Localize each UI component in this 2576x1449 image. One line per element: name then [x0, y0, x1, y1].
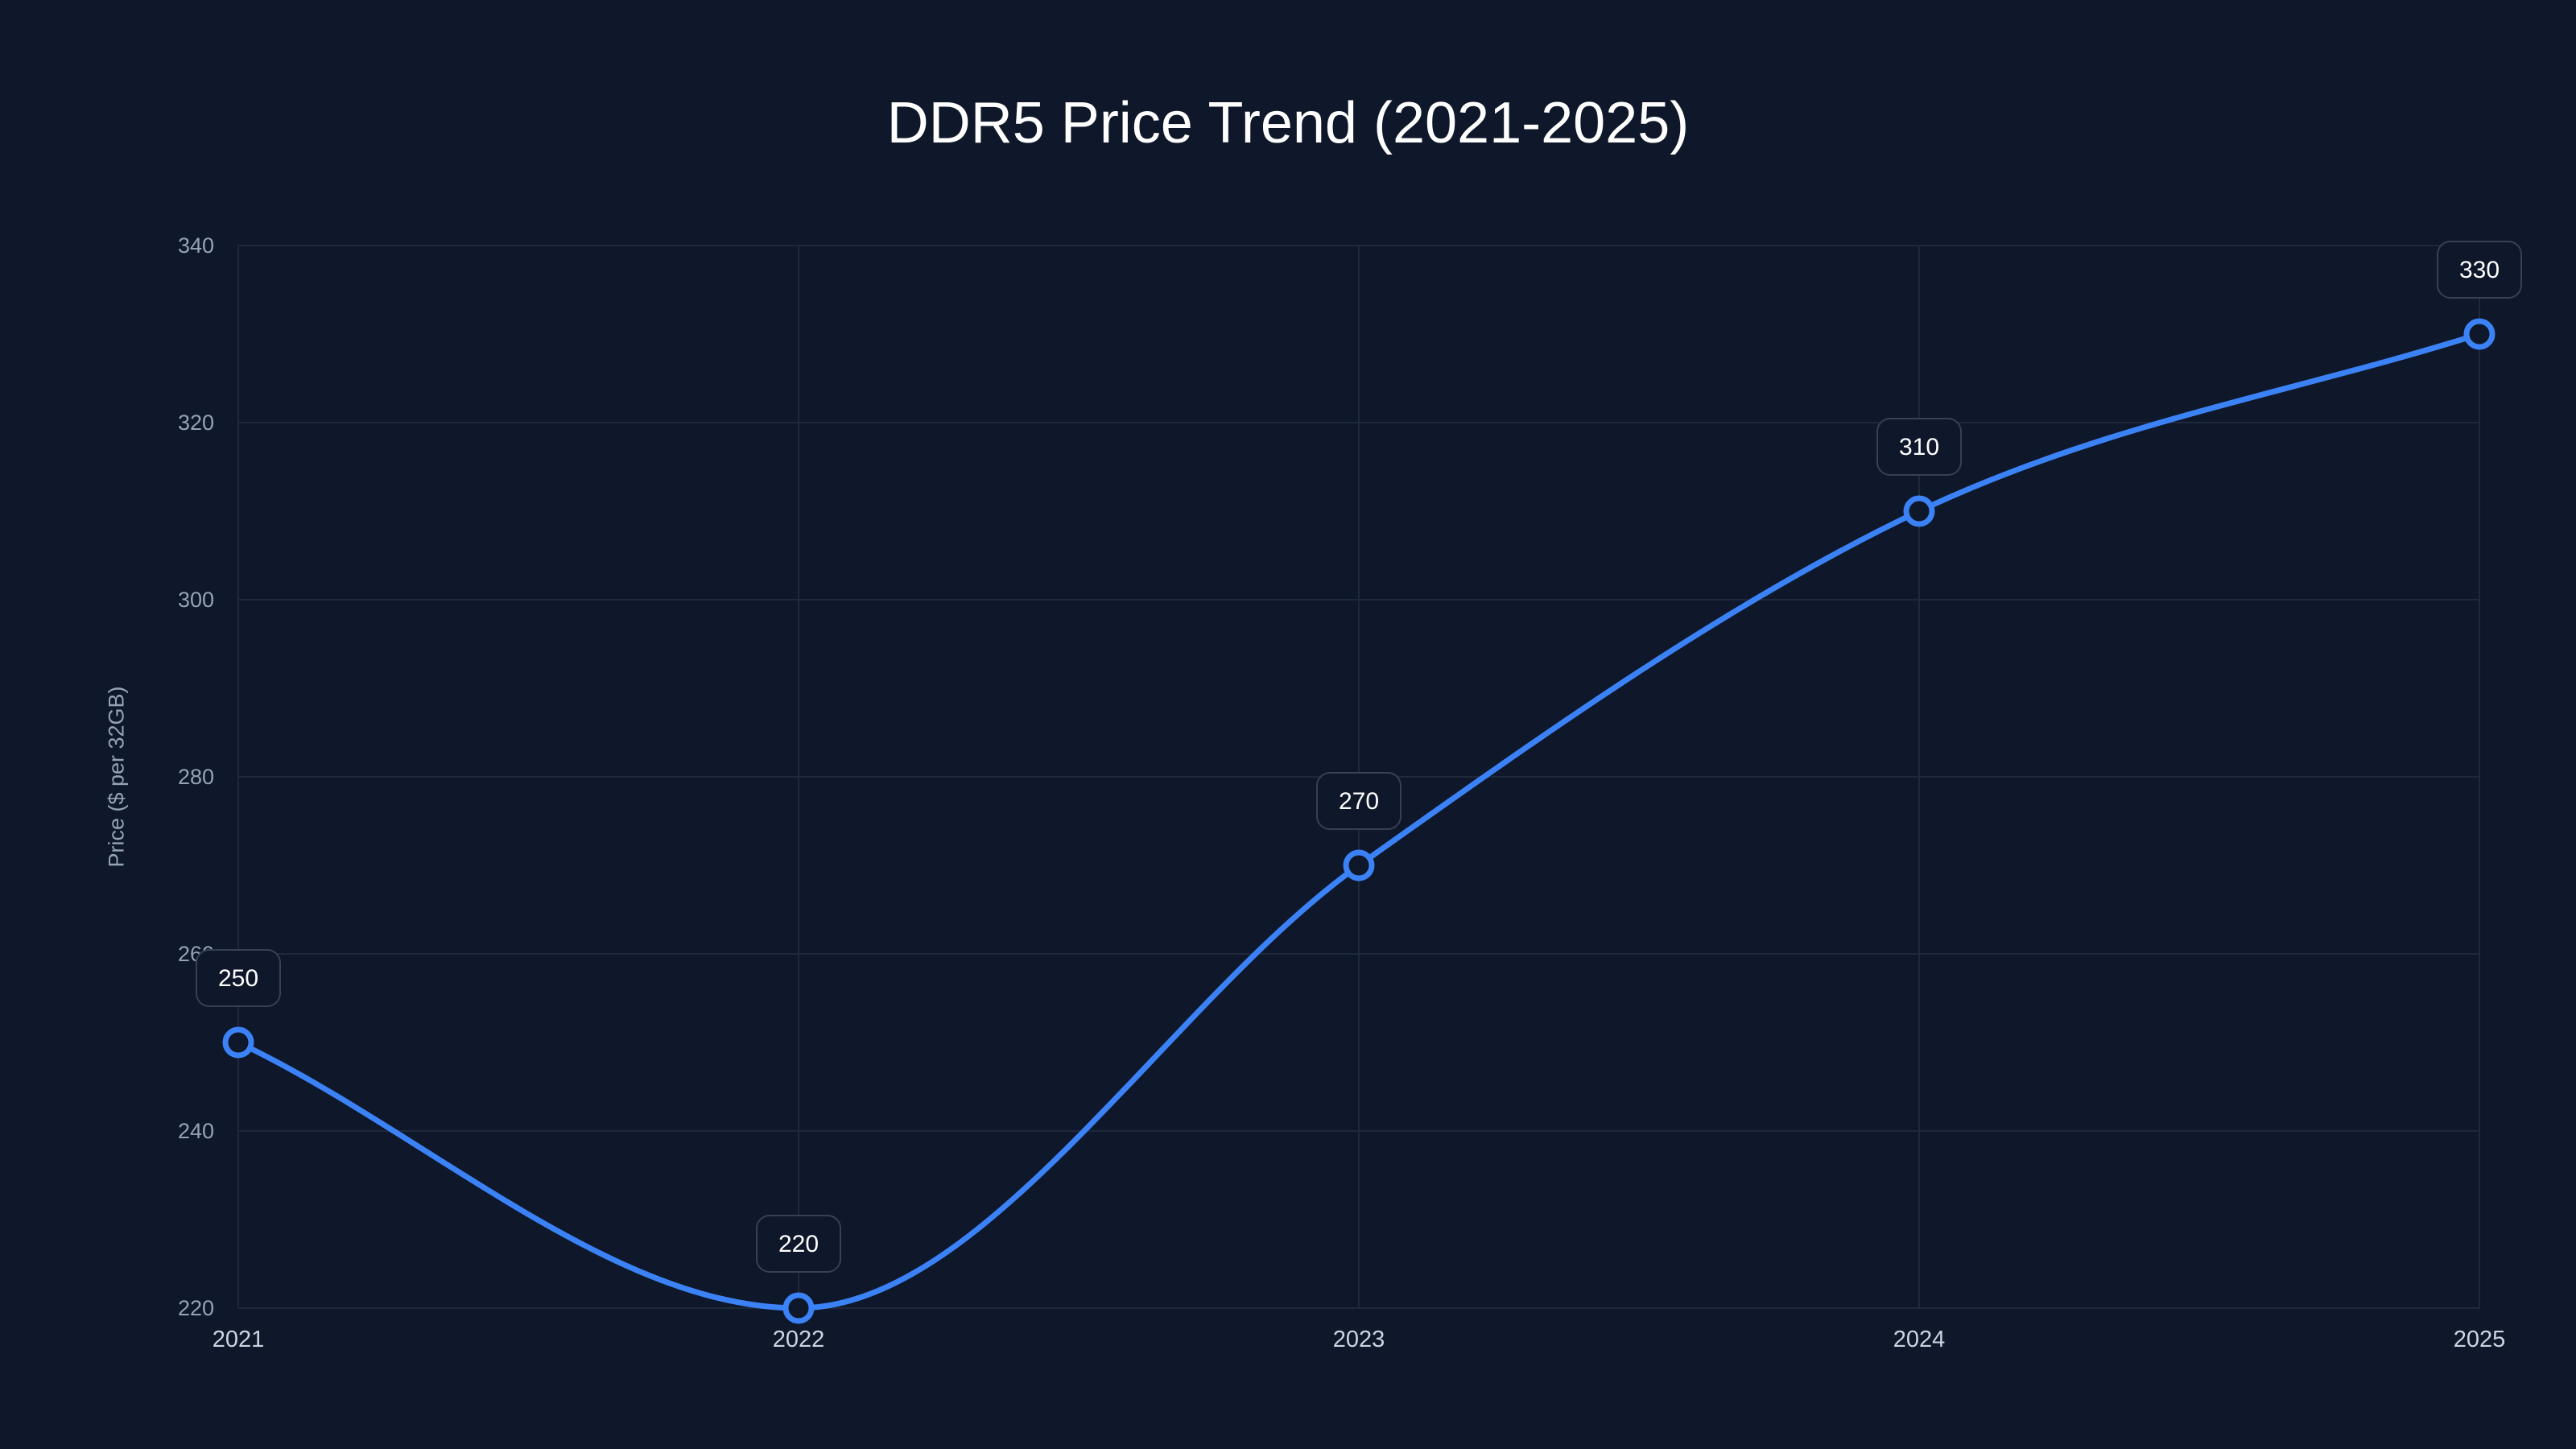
x-tick-label: 2024	[1893, 1327, 1946, 1352]
svg-text:330: 330	[2459, 257, 2500, 283]
data-label: 330	[2437, 241, 2522, 299]
x-tick-label: 2022	[773, 1327, 825, 1352]
data-label: 310	[1876, 418, 1962, 476]
x-tick-label: 2023	[1333, 1327, 1385, 1352]
svg-text:250: 250	[218, 965, 258, 992]
y-tick-label: 320	[178, 411, 214, 435]
data-point-marker[interactable]	[1903, 495, 1935, 527]
data-label: 270	[1316, 772, 1402, 830]
y-tick-label: 280	[178, 765, 214, 789]
svg-text:220: 220	[778, 1231, 819, 1257]
y-tick-label: 240	[178, 1119, 214, 1143]
y-tick-label: 340	[178, 233, 214, 258]
y-tick-label: 220	[178, 1296, 214, 1320]
x-tick-label: 2025	[2454, 1327, 2506, 1352]
svg-text:310: 310	[1899, 434, 1939, 460]
data-label: 250	[196, 949, 281, 1007]
data-point-marker[interactable]	[222, 1026, 254, 1059]
data-point-marker[interactable]	[2463, 318, 2496, 350]
svg-text:270: 270	[1339, 788, 1379, 815]
y-tick-label: 300	[178, 588, 214, 612]
data-point-marker[interactable]	[1343, 849, 1375, 881]
data-label: 220	[756, 1215, 841, 1273]
data-point-marker[interactable]	[782, 1292, 815, 1324]
chart-title: DDR5 Price Trend (2021-2025)	[886, 91, 1690, 155]
x-tick-label: 2021	[213, 1327, 265, 1352]
price-line	[237, 331, 2481, 1311]
